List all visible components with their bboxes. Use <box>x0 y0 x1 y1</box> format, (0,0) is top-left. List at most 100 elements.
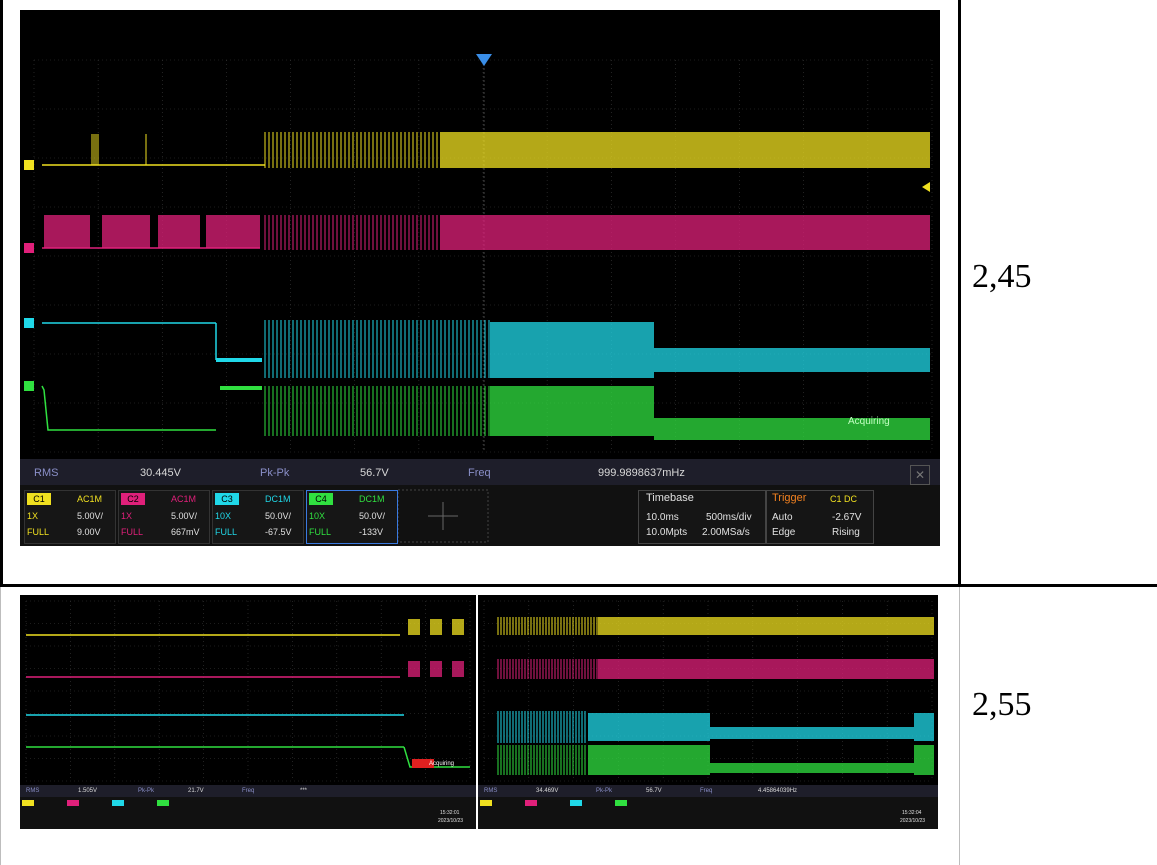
channel-marker-C3 <box>24 318 34 328</box>
ch1-burst-dense <box>440 132 930 168</box>
channel-scale: 5.00V/ <box>171 511 198 521</box>
scope1-trigger-mode: Auto <box>772 512 793 523</box>
scope2a-acquiring-label: Acquiring <box>429 761 455 767</box>
measurement-bar <box>20 785 476 797</box>
channel-scale: 50.0V/ <box>359 511 386 521</box>
ch4-falling-edge <box>41 385 216 431</box>
channel-tag-2 <box>525 800 537 806</box>
ch4-burst-dense <box>490 386 654 436</box>
channel-box-c2[interactable]: C2 AC1M 1X 5.00V/FULL 667mV <box>118 490 210 544</box>
scope2b-meas-pkpk-value: 56.7V <box>646 788 662 794</box>
scope1-timebase-box[interactable] <box>638 490 766 544</box>
scope1-meas-pkpk-label: Pk-Pk <box>260 467 290 479</box>
scope2a-meas-pkpk-value: 21.7V <box>188 788 204 794</box>
ch4-drop <box>403 746 470 768</box>
channel-offset: -133V <box>359 527 384 537</box>
channel-tag-1 <box>22 800 34 806</box>
ch2-burst-dense <box>598 659 934 679</box>
scope2a-meas-freq-label: Freq <box>242 788 255 794</box>
ch3-burst-dense <box>490 322 654 378</box>
scope1-meas-freq-label: Freq <box>468 467 491 479</box>
ch4-burst-start <box>264 386 490 436</box>
ch1-packet-2 <box>452 619 464 635</box>
ch3-burst-start <box>497 711 586 743</box>
ch4-burst-dense <box>588 745 710 775</box>
channel-coupling: AC1M <box>77 494 103 504</box>
oscilloscope-screenshot-1: RMS 30.445V Pk-Pk 56.7V Freq 999.9898637… <box>20 10 940 546</box>
scope2a-display <box>20 600 476 829</box>
scope2a-meas-freq-value: *** <box>300 788 308 794</box>
ch4-tail <box>914 745 934 775</box>
channel-box-c1[interactable]: C1 AC1M 1X 5.00V/FULL 9.00V <box>24 490 116 544</box>
scope2a-date: 2023/10/23 <box>438 818 464 824</box>
channel-offset: 9.00V <box>77 527 101 537</box>
ch1-packet-0 <box>408 619 420 635</box>
channel-range: FULL <box>309 527 332 537</box>
graticule <box>33 59 933 453</box>
ch4-envelope <box>654 418 930 440</box>
row1-value: 2,45 <box>972 258 1032 295</box>
ch2-packet-0 <box>44 215 90 248</box>
channel-id-c3: C3 <box>215 493 239 505</box>
scope1-trigger-label: Trigger <box>772 492 807 504</box>
ch2-packet-3 <box>206 215 260 248</box>
table-border-row1-bottom <box>0 584 1157 587</box>
channel-tag-3 <box>112 800 124 806</box>
ch2-packet-2 <box>452 661 464 677</box>
scope2b-meas-rms-label: RMS <box>484 788 498 794</box>
scope1-trigger-type: Edge <box>772 527 796 538</box>
table-border-mid-row1 <box>958 0 961 587</box>
channel-box-c4[interactable]: C4 DC1M 10X 50.0V/FULL -133V <box>306 490 398 544</box>
trigger-position-icon <box>476 54 492 66</box>
graticule <box>25 600 471 782</box>
scope2b-meas-rms-value: 34.469V <box>536 788 559 794</box>
scope1-trigger-level: -2.67V <box>832 512 862 523</box>
ch2-packet-1 <box>430 661 442 677</box>
channel-box-c3[interactable]: C3 DC1M 10X 50.0V/FULL -67.5V <box>212 490 304 544</box>
channel-offset: -67.5V <box>265 527 292 537</box>
table-border-mid-row2 <box>959 587 960 865</box>
channel-tag-4 <box>615 800 627 806</box>
scope2a-meas-rms-value: 1.505V <box>78 788 98 794</box>
channel-range: FULL <box>121 527 144 537</box>
channel-probe: 1X <box>121 511 133 521</box>
scope1-trigger-box[interactable] <box>766 490 874 544</box>
scope2b-meas-freq-label: Freq <box>700 788 713 794</box>
oscilloscope-screenshot-2b: RMS 34.469V Pk-Pk 56.7V Freq 4.45864039H… <box>478 595 938 829</box>
channel-tag-3 <box>570 800 582 806</box>
ch2-packet-2 <box>158 215 200 248</box>
ch3-envelope <box>654 348 930 372</box>
scope1-timebase-label: Timebase <box>646 492 694 504</box>
scope1-timebase-perdiv: 500ms/div <box>706 512 752 523</box>
channel-coupling: DC1M <box>265 494 291 504</box>
row2-value: 2,55 <box>972 686 1032 723</box>
add-channel-slot <box>397 489 489 543</box>
table-border-left-row2 <box>0 587 1 865</box>
scope2b-meas-freq-value: 4.45864039Hz <box>758 788 798 794</box>
ch2-burst-start <box>497 659 598 679</box>
channel-offset: 667mV <box>171 527 200 537</box>
scope2a-time: 15:32:01 <box>440 810 460 816</box>
scope1-timebase-delay: 10.0ms <box>646 512 679 523</box>
channel-tag-2 <box>67 800 79 806</box>
channel-probe: 10X <box>309 511 326 521</box>
ch3-tail <box>914 713 934 741</box>
ch1-early-pulses <box>91 134 99 165</box>
scope1-close-icon[interactable]: ✕ <box>910 465 930 485</box>
ch2-packet-1 <box>102 215 150 248</box>
bottom-panel <box>20 797 476 829</box>
channel-marker-C4 <box>24 381 34 391</box>
channel-coupling: AC1M <box>171 494 197 504</box>
measurement-bar <box>20 459 940 485</box>
bottom-panel <box>478 797 938 829</box>
scope2b-display <box>478 600 938 829</box>
scope1-timebase-points: 10.0Mpts <box>646 527 688 538</box>
scope1-meas-rms-value: 30.445V <box>140 467 181 479</box>
scope2a-meas-rms-label: RMS <box>26 788 40 794</box>
table-border-left-row1 <box>0 0 3 587</box>
scope1-meas-freq-value: 999.9898637mHz <box>598 467 685 479</box>
channel-probe: 1X <box>27 511 39 521</box>
scope2b-time: 15:32:04 <box>902 810 922 816</box>
trigger-level-icon <box>922 182 930 192</box>
